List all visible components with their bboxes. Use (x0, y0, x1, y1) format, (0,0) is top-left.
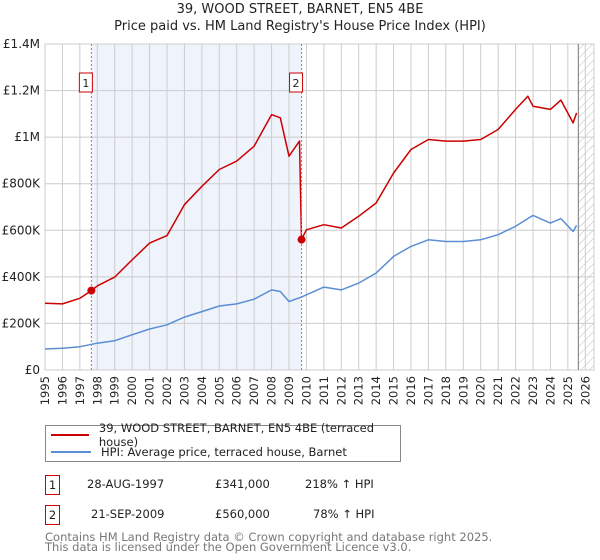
transaction-hpi-change: 78% ↑ HPI (313, 507, 375, 521)
transaction-number: 2 (45, 505, 60, 525)
y-tick-label: £400K (2, 270, 42, 284)
y-tick-label: £0 (25, 363, 40, 377)
transaction-hpi-change: 218% ↑ HPI (305, 477, 374, 491)
chart-subtitle: Price paid vs. HM Land Registry's House … (114, 19, 486, 34)
sale-label: 2 (293, 77, 300, 90)
sale-label-box (289, 72, 304, 93)
x-tick-label: 2025 (561, 376, 575, 405)
y-tick-label: £800K (2, 177, 42, 191)
plot-border (44, 43, 595, 371)
x-tick-label: 2005 (212, 376, 226, 405)
x-tick-label: 1995 (38, 376, 52, 405)
x-tick-label: 2020 (474, 376, 488, 405)
x-tick-label: 1997 (73, 376, 87, 405)
legend-label-hpi: HPI: Average price, terraced house, Barn… (101, 445, 347, 459)
x-tick-label: 2014 (369, 376, 383, 405)
x-tick-label: 2016 (404, 376, 418, 405)
x-tick-label: 2024 (543, 376, 557, 405)
property-line (44, 95, 578, 305)
x-tick-label: 2010 (299, 376, 313, 405)
chart-legend: 39, WOOD STREET, BARNET, EN5 4BE (terrac… (45, 421, 401, 462)
y-tick-label: £200K (2, 316, 42, 330)
x-tick-label: 2023 (526, 376, 540, 405)
x-tick-label: 2001 (143, 376, 157, 405)
transaction-date: 28-AUG-1997 (87, 477, 165, 491)
legend-item-hpi: HPI: Average price, terraced house, Barn… (51, 444, 347, 460)
legend-item-property: 39, WOOD STREET, BARNET, EN5 4BE (terrac… (51, 421, 400, 449)
x-tick-label: 2021 (491, 376, 505, 405)
legend-label-property: 39, WOOD STREET, BARNET, EN5 4BE (terrac… (98, 421, 374, 449)
hpi-line (44, 214, 578, 350)
x-tick-label: 2026 (578, 376, 592, 405)
x-tick-label: 2013 (352, 376, 366, 405)
footer-copyright: Contains HM Land Registry data © Crown c… (45, 530, 493, 544)
chart-title: 39, WOOD STREET, BARNET, EN5 4BE (176, 2, 424, 17)
y-tick-label: £1M (14, 130, 40, 144)
x-tick-label: 2015 (387, 376, 401, 405)
forecast-hatch (578, 44, 594, 370)
x-tick-label: 2011 (317, 376, 331, 405)
x-tick-label: 2003 (177, 376, 191, 405)
sale-label-box (78, 72, 93, 93)
sale-point (297, 235, 306, 244)
ownership-shade (91, 44, 302, 370)
x-tick-label: 1999 (108, 376, 122, 405)
x-tick-label: 1996 (55, 376, 69, 405)
x-tick-label: 2017 (421, 376, 435, 405)
x-tick-label: 2012 (334, 376, 348, 405)
footer-licence: This data is licensed under the Open Gov… (45, 540, 412, 554)
transaction-number: 1 (45, 475, 60, 495)
x-tick-label: 2022 (509, 376, 523, 405)
sale-point (87, 286, 96, 295)
legend-swatch-hpi (51, 451, 91, 453)
sale-label: 1 (82, 77, 89, 90)
x-tick-label: 2009 (282, 376, 296, 405)
x-tick-label: 2000 (125, 376, 139, 405)
y-tick-label: £1.2M (3, 84, 40, 98)
transaction-price: £341,000 (215, 477, 270, 491)
x-tick-label: 2018 (439, 376, 453, 405)
price-chart: 1995 1996 1997 1998 1999 2000 2001 2002 2003 2004… (2, 37, 595, 405)
x-tick-label: 2002 (160, 376, 174, 405)
x-tick-label: 2006 (230, 376, 244, 405)
transaction-date: 21-SEP-2009 (91, 507, 165, 521)
x-tick-label: 2008 (265, 376, 279, 405)
y-tick-label: £600K (2, 223, 42, 237)
x-tick-label: 2007 (247, 376, 261, 405)
legend-swatch-property (51, 434, 89, 436)
x-tick-label: 2004 (195, 376, 209, 405)
transaction-price: £560,000 (215, 507, 270, 521)
y-tick-label: £1.4M (3, 37, 40, 51)
x-tick-label: 1998 (90, 376, 104, 405)
x-tick-label: 2019 (456, 376, 470, 405)
